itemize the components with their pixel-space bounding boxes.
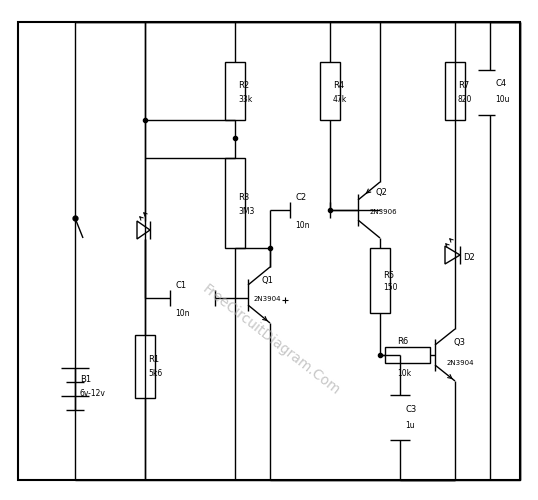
Text: C2: C2 (295, 192, 306, 202)
Text: R7: R7 (458, 82, 469, 90)
Text: C3: C3 (405, 404, 416, 413)
Text: 47k: 47k (333, 94, 347, 104)
Text: R4: R4 (333, 82, 344, 90)
Text: R3: R3 (238, 194, 249, 202)
Text: C1: C1 (175, 280, 186, 289)
Text: 3M3: 3M3 (238, 206, 254, 216)
Bar (385, 347, 430, 363)
Text: FreeCircuitDiagram.Com: FreeCircuitDiagram.Com (200, 282, 343, 398)
Text: 5k6: 5k6 (148, 368, 162, 378)
Text: D2: D2 (463, 254, 475, 262)
Text: R5: R5 (383, 270, 394, 280)
Text: 10k: 10k (397, 370, 411, 378)
Text: 10n: 10n (295, 222, 309, 230)
Text: R6: R6 (397, 338, 408, 346)
Text: 6v-12v: 6v-12v (80, 390, 106, 398)
Text: 10n: 10n (175, 310, 189, 318)
Text: 820: 820 (458, 94, 472, 104)
Bar (225, 62, 245, 120)
Bar (135, 335, 155, 398)
Text: 2N3904: 2N3904 (447, 360, 475, 366)
Text: Q3: Q3 (453, 338, 465, 347)
Text: 1u: 1u (405, 420, 415, 430)
Text: C4: C4 (495, 80, 506, 88)
Text: R2: R2 (238, 82, 249, 90)
Bar (445, 62, 465, 120)
Text: 2N3904: 2N3904 (254, 296, 281, 302)
Bar (320, 62, 340, 120)
Text: Q2: Q2 (375, 188, 387, 196)
Text: 10u: 10u (495, 96, 509, 104)
Text: R1: R1 (148, 356, 159, 364)
Text: 33k: 33k (238, 94, 252, 104)
Text: 150: 150 (383, 284, 398, 292)
Text: B1: B1 (80, 376, 91, 384)
Text: 2N3906: 2N3906 (370, 209, 398, 215)
Text: Q1: Q1 (262, 276, 274, 285)
Bar (225, 158, 245, 248)
Bar (370, 248, 390, 313)
